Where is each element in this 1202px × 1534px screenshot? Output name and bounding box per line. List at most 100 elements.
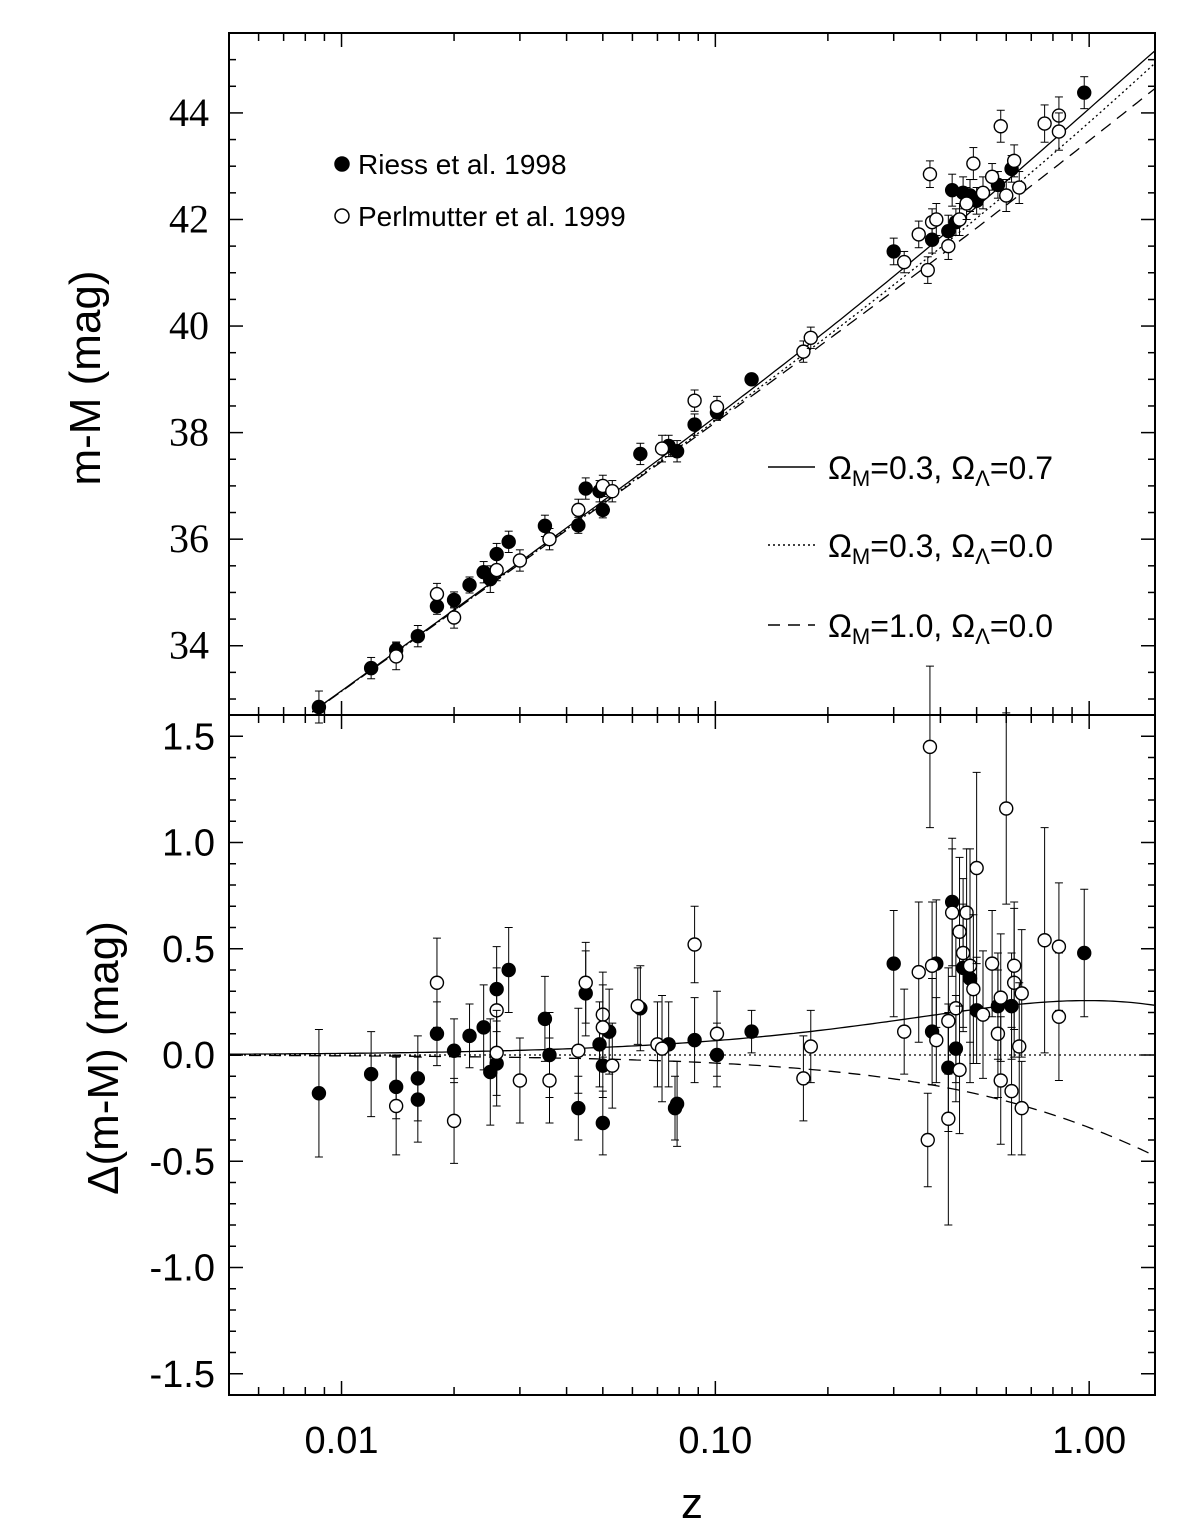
bottom-point-filled — [667, 1075, 683, 1141]
top-point-open — [709, 395, 725, 419]
bottom-point-filled — [311, 1029, 327, 1158]
legend-perlmutter-marker — [334, 208, 350, 224]
y-tick-label: 36 — [169, 516, 209, 561]
open-marker — [512, 553, 528, 568]
open-marker — [984, 956, 1000, 971]
top-point-filled — [669, 440, 685, 463]
bottom-point-open — [542, 1037, 557, 1124]
filled-marker — [687, 1032, 702, 1048]
open-marker — [630, 998, 645, 1014]
top-point-open — [687, 389, 702, 412]
x-tick-label: 0.01 — [305, 1420, 379, 1462]
top-point-filled — [687, 413, 702, 436]
top-point-open — [966, 147, 981, 181]
open-marker — [952, 1062, 967, 1078]
top-point-open — [512, 549, 528, 572]
filled-marker — [633, 446, 648, 462]
bottom-point-filled — [1077, 888, 1092, 1018]
filled-marker — [429, 1026, 445, 1041]
open-marker — [990, 1026, 1006, 1041]
open-marker — [1012, 1039, 1027, 1054]
y-tick-label: -1.5 — [150, 1354, 215, 1396]
y-tick-label: 1.0 — [162, 823, 215, 865]
filled-marker — [1004, 998, 1019, 1014]
open-marker — [896, 1024, 912, 1039]
filled-marker — [446, 1043, 462, 1058]
filled-marker — [578, 481, 593, 496]
top-point-open — [605, 480, 620, 503]
y-tick-label: 42 — [169, 196, 209, 241]
open-marker — [948, 1001, 964, 1016]
y-tick-label: 40 — [169, 303, 209, 348]
top-point-open — [911, 220, 926, 249]
y-tick-label: 44 — [169, 90, 209, 135]
bottom-point-open — [944, 848, 960, 977]
top-point-filled — [537, 514, 553, 538]
model-legend-label-2: ΩM=0.3, ΩΛ=0.0 — [828, 528, 1053, 569]
filled-marker — [744, 1024, 759, 1039]
top-point-open — [571, 498, 586, 522]
bottom-panel: -1.5 -1.0 -0.5 0.0 0.5 1.0 1.5 0.01 0.10 1.00 Δ(m… — [79, 665, 1156, 1528]
top-point-open — [999, 179, 1014, 212]
open-marker — [962, 958, 978, 973]
marker-legend: Riess et al. 1998 Perlmutter et al. 1999 — [334, 149, 626, 232]
open-marker — [542, 1073, 557, 1088]
top-point-open — [654, 434, 670, 463]
model-legend-label-3: ΩM=1.0, ΩΛ=0.0 — [828, 608, 1053, 649]
model-legend-entry-1: ΩM=0.3, ΩΛ=0.7 — [768, 450, 1053, 491]
residual-curve-dashed — [229, 1054, 1156, 1157]
open-marker — [654, 441, 670, 456]
bottom-point-open — [687, 905, 702, 984]
bottom-point-open — [896, 988, 912, 1075]
open-marker — [999, 801, 1014, 816]
bottom-point-filled — [501, 927, 516, 1013]
open-marker — [1006, 958, 1022, 973]
bottom-point-filled — [571, 1075, 586, 1141]
bottom-point-open — [709, 990, 725, 1077]
open-marker — [941, 1111, 956, 1126]
top-point-open — [542, 528, 557, 551]
bottom-point-open — [1004, 1026, 1019, 1156]
bottom-point-filled — [462, 1003, 477, 1069]
bottom-point-open — [952, 1005, 967, 1135]
filled-marker — [687, 417, 702, 432]
y-tick-label: 34 — [169, 623, 209, 668]
open-marker — [429, 975, 445, 990]
open-marker — [941, 238, 956, 254]
open-marker — [966, 156, 981, 171]
top-point-filled — [410, 624, 426, 648]
open-marker — [1012, 180, 1027, 195]
y-tick-label: 1.5 — [162, 716, 215, 758]
bottom-point-open — [630, 967, 645, 1045]
open-marker — [605, 484, 620, 499]
open-marker — [929, 212, 944, 227]
top-point-filled — [1077, 76, 1092, 110]
open-marker — [911, 227, 926, 242]
filled-marker — [489, 546, 504, 562]
open-marker — [896, 254, 912, 270]
bottom-point-open — [999, 712, 1014, 905]
open-marker — [952, 924, 967, 939]
top-point-open — [446, 606, 462, 629]
filled-marker — [592, 1037, 607, 1052]
open-marker — [571, 502, 586, 518]
filled-marker — [446, 592, 462, 608]
open-marker — [512, 1073, 528, 1088]
bottom-point-open — [975, 950, 991, 1079]
open-marker — [984, 169, 1000, 185]
filled-marker — [501, 962, 516, 978]
open-marker — [1014, 986, 1029, 1001]
model-legend-label-1: ΩM=0.3, ΩΛ=0.7 — [828, 450, 1053, 491]
open-marker — [709, 399, 725, 415]
open-marker — [571, 1043, 586, 1058]
top-point-filled — [501, 530, 516, 553]
open-marker — [911, 964, 926, 980]
top-point-open — [388, 642, 404, 671]
top-point-filled — [924, 225, 940, 254]
filled-marker — [744, 372, 759, 387]
top-point-open — [896, 250, 912, 274]
open-marker — [489, 562, 504, 578]
y-tick-label: 38 — [169, 410, 209, 455]
top-point-open — [922, 160, 938, 189]
open-marker — [920, 1132, 935, 1148]
